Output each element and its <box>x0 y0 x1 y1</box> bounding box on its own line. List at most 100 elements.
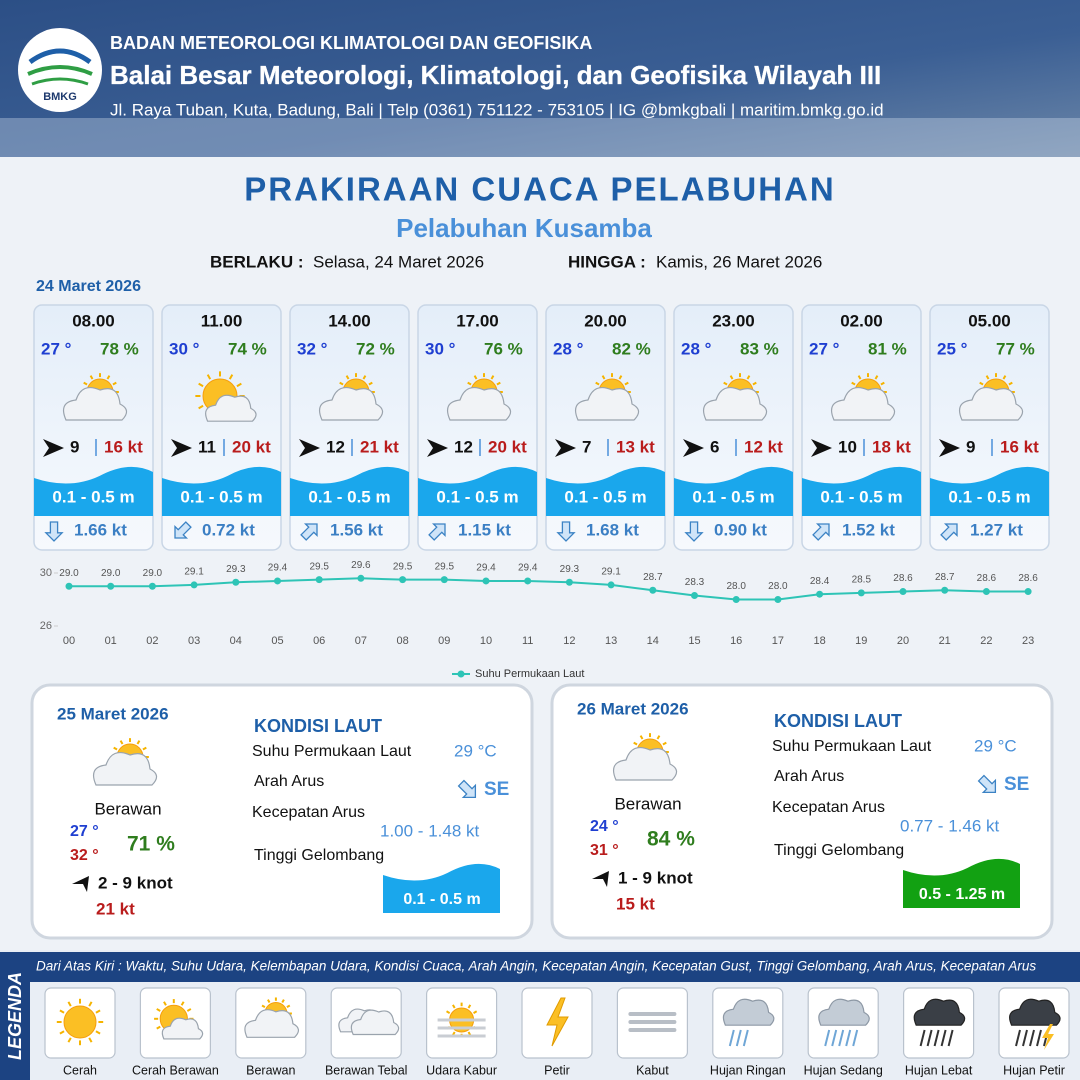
x-tick-label: 11 <box>522 635 533 647</box>
sst-point <box>732 596 740 603</box>
sun-ray <box>198 404 204 410</box>
sun-ray <box>490 375 495 380</box>
sst-value-label: 28.7 <box>935 572 955 583</box>
slot-temperature: 32 ° <box>297 339 328 358</box>
sea-label: Kecepatan Arus <box>252 804 365 821</box>
x-tick-label: 19 <box>855 635 867 647</box>
x-tick-label: 20 <box>897 635 909 647</box>
slot-gust: 16 kt <box>104 437 143 456</box>
wave-area <box>903 858 1020 908</box>
slot-wave-height: 0.1 - 0.5 m <box>692 487 774 506</box>
rain-line <box>728 1029 735 1047</box>
slot-gust: 12 kt <box>744 437 783 456</box>
slot-time: 23.00 <box>712 311 755 330</box>
sun-ray <box>67 1037 72 1043</box>
wave-area <box>290 466 409 516</box>
logo-wave <box>31 77 89 86</box>
rain-line <box>926 1029 933 1047</box>
x-tick-label: 16 <box>730 635 742 647</box>
x-tick-label: 03 <box>188 635 200 647</box>
sun-ray <box>880 381 885 386</box>
sst-point <box>607 581 615 589</box>
logo-text: BMKG <box>43 91 77 103</box>
x-tick-label: 21 <box>939 635 951 647</box>
x-tick-label: 09 <box>438 635 450 647</box>
sun-ray <box>113 746 118 751</box>
logo <box>18 28 102 112</box>
slot-temperature: 30 ° <box>169 339 200 358</box>
contact-line: Jl. Raya Tuban, Kuta, Badung, Bali | Tel… <box>110 100 884 119</box>
slot-temperature: 25 ° <box>937 339 968 358</box>
current-arrow <box>977 774 997 794</box>
cloud <box>93 752 158 786</box>
sun-ray <box>496 381 501 386</box>
cloud <box>818 998 870 1026</box>
slot-humidity: 83 % <box>740 339 779 358</box>
sst-value-label: 28.6 <box>1018 573 1038 584</box>
sun-ray <box>595 381 600 386</box>
sst-point <box>107 582 115 590</box>
x-tick-label: 15 <box>688 635 700 647</box>
current-arrow <box>940 523 958 541</box>
wave-area <box>34 466 153 516</box>
sun-ray <box>228 374 234 380</box>
sst-point <box>857 589 865 597</box>
slot-wave-height: 0.1 - 0.5 m <box>564 487 646 506</box>
sst-point <box>524 577 532 585</box>
sst-point <box>482 577 490 585</box>
header-floor <box>0 118 1080 157</box>
sst-point <box>399 576 407 584</box>
rain-line <box>831 1029 838 1047</box>
cloud <box>613 747 678 781</box>
sun-ray <box>267 999 271 1003</box>
sst-point <box>565 578 573 586</box>
slot-time: 17.00 <box>456 311 499 330</box>
sun-ray <box>186 1008 192 1012</box>
sst-value-label: 29.5 <box>435 561 455 572</box>
rain-line <box>824 1029 831 1047</box>
sst-value-label: 28.6 <box>977 573 997 584</box>
legend-item-label: Cerah Berawan <box>132 1063 219 1077</box>
slot-wave-height: 0.1 - 0.5 m <box>436 487 518 506</box>
legend-item-label: Cerah <box>63 1063 97 1077</box>
validity-label: BERLAKU : <box>210 252 304 271</box>
daily-temp-min: 27 ° <box>70 823 99 840</box>
logo-wave <box>27 65 93 76</box>
current-arrow <box>428 523 446 541</box>
sun-ray <box>639 735 644 740</box>
wave-area <box>674 466 793 516</box>
sst-value-label: 29.1 <box>184 567 204 578</box>
slot-wave-height: 0.1 - 0.5 m <box>180 487 262 506</box>
sun-ray <box>83 381 88 386</box>
sea-label: Suhu Permukaan Laut <box>772 738 932 755</box>
wind-arrow <box>811 439 832 457</box>
sun-ray <box>851 381 856 386</box>
sun-ray <box>206 374 212 380</box>
slot-time: 02.00 <box>840 311 883 330</box>
sst-point <box>274 577 281 585</box>
slot-temperature: 27 ° <box>809 339 840 358</box>
sea-label: Kecepatan Arus <box>772 799 885 816</box>
daily-box <box>550 683 1054 940</box>
sun-ray <box>286 1004 291 1009</box>
wave-area <box>802 466 921 516</box>
current-arrow <box>300 523 318 541</box>
legend-item-label: Hujan Petir <box>1003 1063 1065 1077</box>
slot-temperature: 30 ° <box>425 339 456 358</box>
rain-line <box>1036 1029 1042 1047</box>
sun-ray <box>180 1001 185 1006</box>
current-arrow <box>812 523 830 541</box>
slot-humidity: 78 % <box>100 339 139 358</box>
rain-line <box>947 1029 954 1047</box>
sun-ray <box>89 375 94 380</box>
cloud <box>350 1009 400 1036</box>
slot-current-speed: 0.90 kt <box>714 520 767 539</box>
wave-area <box>418 466 537 516</box>
sst-value-label: 29.3 <box>560 564 580 575</box>
sun-ray <box>452 1004 456 1009</box>
sea-value: 0.77 - 1.46 kt <box>900 816 1000 835</box>
cloud <box>575 387 640 421</box>
sun-ray <box>67 1001 72 1007</box>
legend-item-label: Hujan Sedang <box>804 1063 883 1077</box>
